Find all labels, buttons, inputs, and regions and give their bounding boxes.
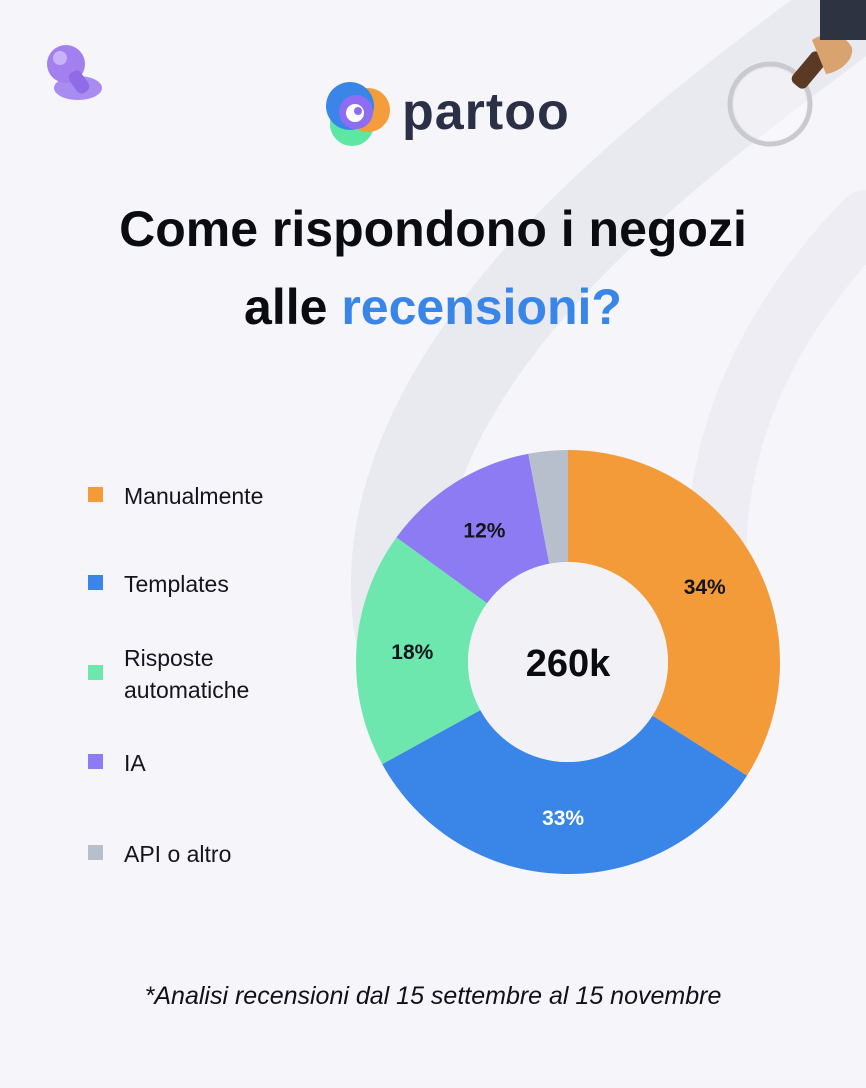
legend-item-ia: IA — [88, 747, 348, 779]
legend-label-ia: IA — [124, 750, 146, 776]
legend-swatch-api-o-altro — [88, 845, 103, 860]
slice-label-manualmente: 34% — [684, 576, 726, 599]
legend-label-manualmente: Manualmente — [124, 483, 264, 509]
slice-label-templates: 33% — [542, 807, 584, 830]
title-line-2: alle recensioni? — [0, 268, 866, 346]
partoo-logo: partoo — [322, 76, 570, 148]
title-line-2-accent: recensioni? — [341, 279, 622, 335]
magnifier-icon — [727, 0, 866, 147]
legend-item-templates: Templates — [88, 568, 348, 600]
donut-hole — [468, 562, 668, 762]
pin-icon — [47, 45, 102, 100]
legend-item-risposte-automatiche: Risposte automatiche — [88, 642, 348, 706]
legend-swatch-templates — [88, 575, 103, 590]
legend-swatch-manualmente — [88, 487, 103, 502]
legend-item-manualmente: Manualmente — [88, 480, 348, 512]
donut-slice-risposte-automatiche — [356, 537, 488, 765]
brand-name: partoo — [402, 83, 570, 141]
donut-slice-manualmente — [568, 450, 780, 776]
footnote: *Analisi recensioni dal 15 settembre al … — [144, 982, 722, 1010]
legend-swatch-ia — [88, 754, 103, 769]
page-title: Come rispondono i negozi alle recensioni… — [0, 190, 866, 346]
title-line-1: Come rispondono i negozi — [119, 201, 747, 257]
legend-item-api-o-altro: API o altro — [88, 838, 348, 870]
legend-label-risposte-automatiche: Risposte automatiche — [124, 645, 250, 703]
legend-label-templates: Templates — [124, 571, 229, 597]
legend-label-api-o-altro: API o altro — [124, 841, 232, 867]
legend-swatch-risposte-automatiche — [88, 665, 103, 680]
slice-label-risposte-automatiche: 18% — [391, 641, 433, 664]
donut-slice-ia — [396, 453, 550, 604]
title-line-2-plain: alle — [244, 279, 342, 335]
donut-center-value: 260k — [526, 643, 611, 685]
slice-label-ia: 12% — [463, 519, 505, 542]
donut-slice-templates — [382, 710, 747, 874]
donut-chart: 34% 33% 18% 12% 260k — [356, 450, 780, 874]
partoo-logo-icon — [326, 82, 390, 146]
donut-slice-api-o-altro — [528, 450, 568, 564]
